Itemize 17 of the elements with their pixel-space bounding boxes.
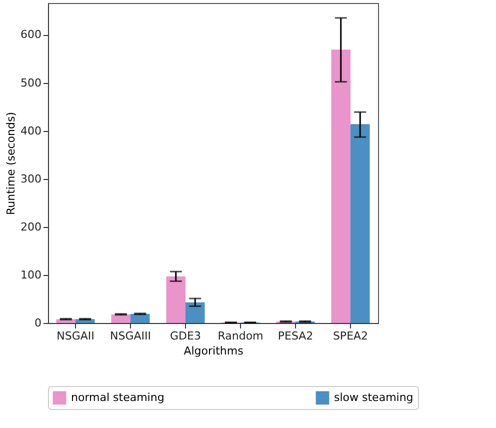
y-tick-label: 0 xyxy=(34,316,42,330)
y-tick-label: 500 xyxy=(20,76,42,90)
x-tick-label: SPEA2 xyxy=(332,330,368,342)
x-tick-label: Random xyxy=(218,330,264,342)
x-tick-label: NSGAIII xyxy=(110,330,151,342)
x-tick-label: NSGAII xyxy=(56,330,94,342)
x-tick-label: GDE3 xyxy=(170,330,201,342)
y-tick-label: 300 xyxy=(20,172,42,186)
y-tick-label: 100 xyxy=(20,268,42,282)
y-tick-label: 200 xyxy=(20,220,42,234)
y-tick-label: 600 xyxy=(20,28,42,42)
legend-label: normal steaming xyxy=(71,390,164,404)
y-tick-label: 400 xyxy=(20,124,42,138)
x-axis-title: Algorithms xyxy=(184,344,244,358)
y-axis-title: Runtime (seconds) xyxy=(4,112,18,215)
x-tick-label: PESA2 xyxy=(278,330,314,342)
legend-label: slow steaming xyxy=(334,390,414,404)
